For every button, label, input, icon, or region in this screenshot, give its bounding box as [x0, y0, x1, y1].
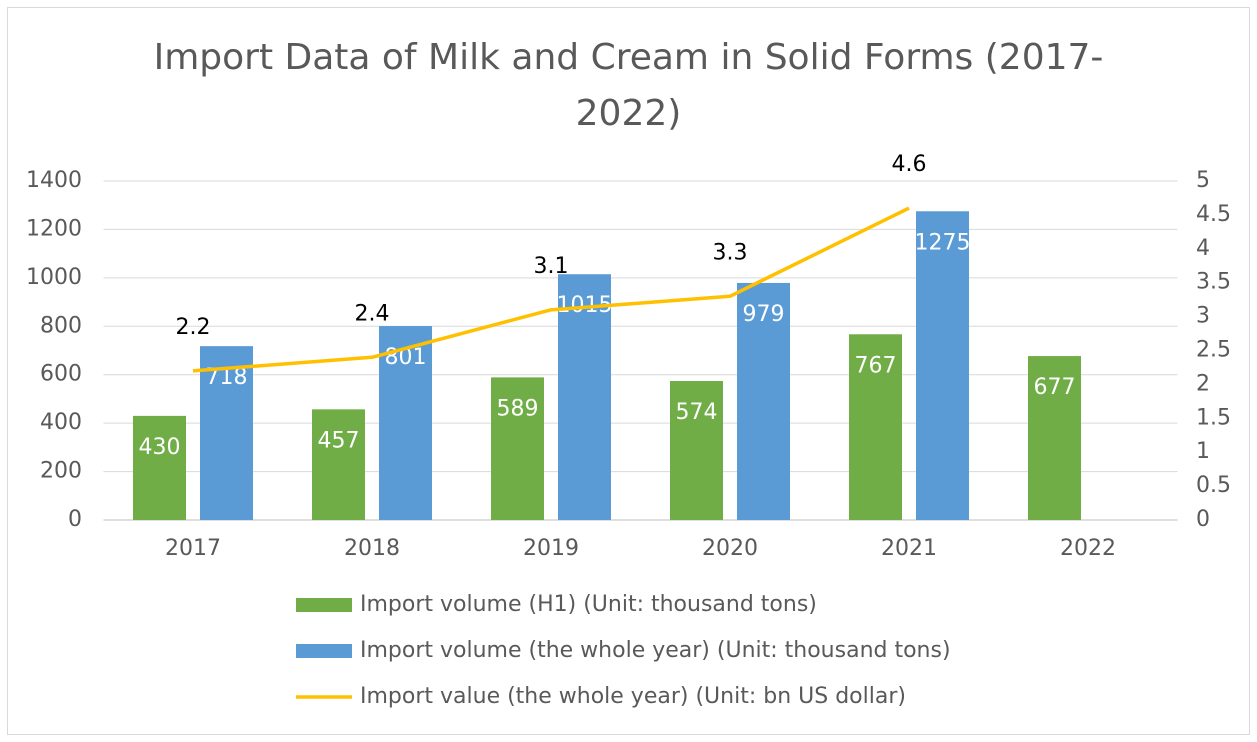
bar-value-label: 457 [318, 428, 360, 453]
bar [558, 274, 611, 520]
y2-tick-label: 4.5 [1196, 202, 1231, 227]
line-value-label: 2.2 [176, 315, 211, 340]
y-tick-label: 0 [68, 507, 82, 532]
legend-label: Import volume (H1) (Unit: thousand tons) [360, 592, 817, 617]
y-tick-label: 400 [40, 410, 82, 435]
bar [737, 282, 790, 520]
y-tick-label: 1000 [26, 265, 82, 290]
bar-value-label: 430 [139, 435, 181, 460]
y2-tick-label: 0.5 [1196, 473, 1231, 498]
legend-label: Import value (the whole year) (Unit: bn … [360, 684, 906, 709]
y2-tick-label: 2.5 [1196, 338, 1231, 363]
y-tick-label: 600 [40, 362, 82, 387]
bar-value-label: 1275 [915, 230, 971, 255]
y2-tick-label: 3.5 [1196, 270, 1231, 295]
y-tick-label: 1400 [26, 168, 82, 193]
x-tick-label: 2019 [523, 536, 579, 561]
chart-border [7, 7, 1250, 735]
bar [849, 334, 902, 520]
y2-tick-label: 2 [1196, 371, 1210, 396]
y2-tick-label: 1 [1196, 439, 1210, 464]
bar-value-label: 979 [743, 302, 785, 327]
bar [1028, 356, 1081, 520]
bar [379, 326, 432, 520]
x-tick-label: 2020 [702, 536, 758, 561]
bar [670, 381, 723, 520]
y-tick-label: 1200 [26, 216, 82, 241]
y2-tick-label: 5 [1196, 168, 1210, 193]
bar [491, 377, 544, 520]
y2-tick-label: 1.5 [1196, 405, 1231, 430]
bar [916, 211, 969, 520]
bar-value-label: 589 [497, 396, 539, 421]
bar [312, 409, 365, 520]
x-tick-label: 2018 [344, 536, 400, 561]
line-value-label: 4.6 [892, 152, 927, 177]
bar-value-label: 574 [676, 400, 718, 425]
bar-value-label: 677 [1034, 375, 1076, 400]
y2-tick-label: 4 [1196, 236, 1210, 261]
legend-swatch [296, 598, 352, 612]
y-tick-label: 200 [40, 459, 82, 484]
x-tick-label: 2021 [881, 536, 937, 561]
y-tick-label: 800 [40, 313, 82, 338]
bar [133, 415, 186, 520]
line-value-label: 3.3 [713, 240, 748, 265]
chart-title: Import Data of Milk and Cream in Solid F… [153, 37, 1104, 134]
bar-value-label: 767 [855, 353, 897, 378]
bar [200, 346, 253, 520]
line [192, 206, 910, 373]
line-value-label: 2.4 [355, 301, 390, 326]
y2-tick-label: 3 [1196, 304, 1210, 329]
x-tick-label: 2017 [165, 536, 221, 561]
legend-swatch [296, 644, 352, 658]
line-value-label: 3.1 [534, 254, 569, 279]
legend-label: Import volume (the whole year) (Unit: th… [360, 638, 951, 663]
x-tick-label: 2022 [1060, 536, 1116, 561]
y2-tick-label: 0 [1196, 507, 1210, 532]
